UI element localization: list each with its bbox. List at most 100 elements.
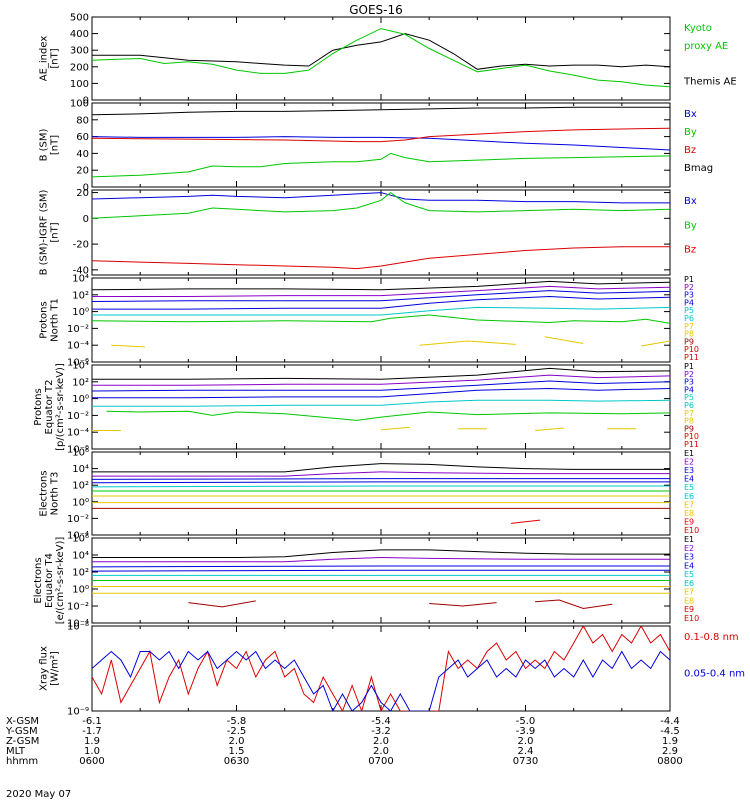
panel-3: -40 -20 0 20 B (SM)-IGRF (SM) [nT] Bx By Bz <box>39 188 697 276</box>
series-line-5 <box>92 399 670 407</box>
y-tick-label: 10⁻⁶ <box>67 445 89 456</box>
y-tick-label: 0 <box>83 214 89 225</box>
series-line-2 <box>92 191 670 219</box>
panel-frame <box>91 451 671 536</box>
legend-entry: Kyoto <box>684 23 712 34</box>
row-value: -6.1 <box>82 716 102 727</box>
legend-entry: P10 <box>684 345 699 354</box>
y-tick-label: 10⁻² <box>67 324 89 335</box>
row-value: 1.9 <box>662 736 678 747</box>
legend-entry: Themis AE <box>683 76 737 87</box>
y-axis-label: [W/m²] <box>50 651 61 686</box>
legend-entry: P4 <box>684 298 694 307</box>
legend-entry: By <box>684 220 697 231</box>
series-line-3 <box>92 380 670 392</box>
series-line-2 <box>92 650 670 711</box>
legend-entry: E1 <box>684 449 694 458</box>
y-tick-label: 10⁻² <box>67 602 89 613</box>
y-axis-label: Equator T4 <box>44 553 55 608</box>
y-axis-label: AE_index <box>39 36 50 82</box>
y-tick-label: 10² <box>72 290 89 301</box>
legend-entry: Bx <box>684 196 697 207</box>
series-line-6 <box>92 314 670 324</box>
y-axis-label: Electrons <box>33 557 44 603</box>
y-tick-label: 10⁰ <box>72 497 89 508</box>
y-axis-label: [nT] <box>50 135 61 155</box>
row-label: Z-GSM <box>6 736 39 747</box>
row-label: MLT <box>6 746 26 757</box>
legend-entry: E2 <box>684 458 694 467</box>
row-value: 0730 <box>513 756 538 767</box>
panel-8: 10⁻⁹ 10⁻⁸ Xray flux [W/m²] 0.1-0.8 nm 0.05-0.… <box>39 622 746 718</box>
legend-entry: E10 <box>684 614 699 623</box>
legend-entry: P9 <box>684 337 694 346</box>
series-line-10 <box>535 427 565 431</box>
panel-2: 0 20 40 60 80 100 B (SM) [nT] Bx By Bz Bmag <box>39 99 714 194</box>
y-tick-label: 10⁴ <box>72 361 89 372</box>
y-tick-label: 400 <box>70 29 89 40</box>
legend-entry: P3 <box>684 378 694 387</box>
legend-entry: P2 <box>684 370 694 379</box>
y-axis-label: Equator T2 <box>44 380 55 435</box>
series-line-4 <box>92 481 670 484</box>
legend-entry: P6 <box>684 401 694 410</box>
series-line-4 <box>92 387 670 399</box>
row-value: -3.9 <box>516 726 536 737</box>
legend-entry: Bmag <box>684 163 713 174</box>
y-tick-label: 10² <box>72 481 89 492</box>
y-tick-label: 20 <box>76 188 89 199</box>
y-axis-label: Xray flux <box>39 646 50 691</box>
row-value: 1.5 <box>229 746 245 757</box>
series-line-1 <box>92 367 670 380</box>
legend-entry: E7 <box>684 588 694 597</box>
y-tick-label: 20 <box>76 166 89 177</box>
series-line-2 <box>92 136 670 151</box>
legend-entry: proxy AE <box>684 41 728 52</box>
row-value: 0800 <box>657 756 682 767</box>
series-line-6 <box>106 410 670 421</box>
y-tick-label: 300 <box>70 46 89 57</box>
y-tick-label: -40 <box>73 265 89 276</box>
series-line-2 <box>92 471 670 477</box>
y-tick-label: 10⁻² <box>67 514 89 525</box>
legend-entry: E2 <box>684 544 694 553</box>
y-tick-label: 0 <box>83 96 89 107</box>
y-tick-label: -20 <box>73 240 89 251</box>
row-value: -2.5 <box>227 726 247 737</box>
legend-entry: E9 <box>684 605 694 614</box>
y-axis-label: [p/(cm²-s-sr-keV)] <box>55 363 66 451</box>
legend-entry: P6 <box>684 314 694 323</box>
series-line-4 <box>92 295 670 310</box>
y-axis-label: Electrons <box>39 470 50 516</box>
series-line-3 <box>92 478 670 480</box>
y-tick-label: 10⁴ <box>72 274 89 285</box>
legend-entry: P5 <box>684 306 694 315</box>
row-label: X-GSM <box>6 716 39 727</box>
y-tick-label: 0 <box>83 183 89 194</box>
series-line-11 <box>535 599 613 610</box>
y-tick-label: 10⁻⁴ <box>67 619 89 630</box>
row-value: -3.2 <box>371 726 391 737</box>
y-tick-label: 80 <box>76 115 89 126</box>
row-label: hhmm <box>6 756 38 767</box>
series-line-1 <box>92 33 670 70</box>
legend-entry: Bz <box>684 245 696 256</box>
legend-entry: P7 <box>684 409 694 418</box>
series-line-3 <box>92 127 670 143</box>
legend-entry: E4 <box>684 561 694 570</box>
legend-entry: E4 <box>684 475 694 484</box>
row-value: -5.4 <box>371 716 391 727</box>
series-line-1 <box>92 463 670 473</box>
legend-entry: E1 <box>684 535 694 544</box>
legend-entry: Bx <box>684 109 697 120</box>
row-value: -4.4 <box>660 716 680 727</box>
y-axis-label: B (SM)-IGRF (SM) <box>39 190 50 276</box>
series-line-8 <box>380 426 410 431</box>
series-line-8 <box>419 340 516 346</box>
legend-entry: P1 <box>684 362 694 371</box>
row-value: -4.5 <box>660 726 680 737</box>
plot-title: GOES-16 <box>349 3 403 17</box>
